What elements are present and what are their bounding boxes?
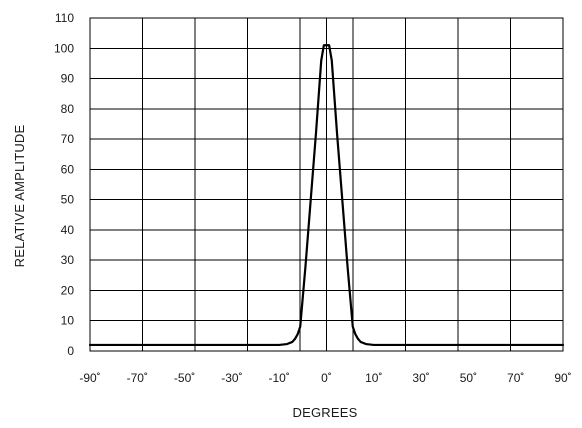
y-tick-label: 110 [55, 11, 74, 25]
y-tick-label: 50 [61, 193, 75, 207]
x-tick-label: -90˚ [79, 371, 100, 385]
y-tick-label: 80 [61, 102, 75, 116]
y-tick-label: 30 [61, 253, 75, 267]
x-tick-label: 30˚ [412, 371, 429, 385]
amplitude-curve [88, 44, 565, 347]
plot-frame [89, 17, 564, 352]
x-tick-label: 50˚ [460, 371, 477, 385]
x-tick-label: 10˚ [365, 371, 382, 385]
x-axis-title: DEGREES [293, 405, 358, 420]
y-tick-label: 0 [67, 344, 74, 358]
x-tick-label: -10˚ [269, 371, 290, 385]
y-axis-title: RELATIVE AMPLITUDE [12, 124, 27, 267]
x-tick-label: -30˚ [221, 371, 242, 385]
grid-lines [90, 18, 563, 351]
x-tick-label: 70˚ [507, 371, 524, 385]
x-tick-label: -70˚ [127, 371, 148, 385]
x-tick-label: 90˚ [554, 371, 571, 385]
y-tick-label: 70 [61, 132, 75, 146]
y-tick-label: 20 [61, 283, 75, 297]
x-tick-label: 0˚ [321, 371, 332, 385]
y-tick-label: 100 [54, 41, 74, 55]
x-tick-labels: -90˚ -70˚ -50˚ -30˚ -10˚ 0˚ 10˚ 30˚ 50˚ 70˚ 90˚ [79, 371, 571, 385]
y-tick-label: 90 [61, 72, 75, 86]
y-tick-label: 60 [61, 162, 75, 176]
y-tick-label: 40 [61, 223, 75, 237]
x-tick-label: -50˚ [174, 371, 195, 385]
y-tick-labels: 0 10 20 30 40 50 60 70 80 90 100 110 [54, 11, 74, 358]
y-tick-label: 10 [61, 314, 75, 328]
